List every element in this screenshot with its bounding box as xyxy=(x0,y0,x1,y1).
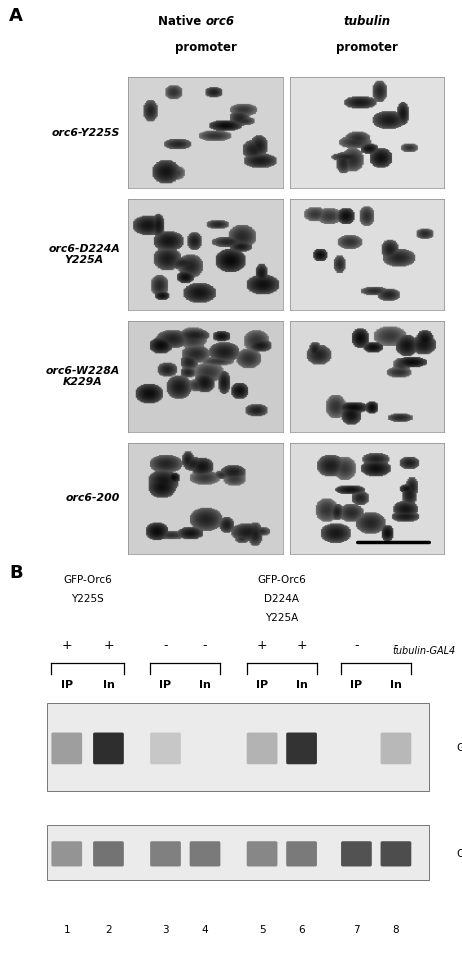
FancyBboxPatch shape xyxy=(381,732,411,764)
FancyBboxPatch shape xyxy=(286,732,317,764)
Text: orc6-200: orc6-200 xyxy=(66,493,120,503)
Text: -: - xyxy=(163,639,168,652)
Text: B: B xyxy=(9,564,23,582)
Text: 6: 6 xyxy=(298,925,305,935)
FancyBboxPatch shape xyxy=(51,732,82,764)
Bar xyxy=(47,825,429,880)
Text: Y225A: Y225A xyxy=(265,613,298,622)
FancyBboxPatch shape xyxy=(286,841,317,866)
FancyBboxPatch shape xyxy=(189,841,220,866)
Text: tubulin-GAL4: tubulin-GAL4 xyxy=(392,646,455,656)
Text: orc6-D224A
Y225A: orc6-D224A Y225A xyxy=(49,244,120,266)
Text: promoter: promoter xyxy=(175,41,237,54)
Text: A: A xyxy=(9,7,23,25)
Text: 8: 8 xyxy=(393,925,399,935)
Text: promoter: promoter xyxy=(336,41,398,54)
FancyBboxPatch shape xyxy=(150,732,181,764)
Text: In: In xyxy=(199,681,211,690)
Text: 7: 7 xyxy=(353,925,360,935)
Text: +: + xyxy=(296,639,307,652)
Text: IP: IP xyxy=(256,681,268,690)
Text: +: + xyxy=(61,639,72,652)
Text: D224A: D224A xyxy=(264,594,299,603)
FancyBboxPatch shape xyxy=(93,841,124,866)
Text: GFP-Orc6: GFP-Orc6 xyxy=(456,744,462,753)
Text: Native: Native xyxy=(158,14,206,28)
Text: 3: 3 xyxy=(162,925,169,935)
FancyBboxPatch shape xyxy=(247,841,277,866)
Text: orc6: orc6 xyxy=(206,14,235,28)
Text: Y225S: Y225S xyxy=(71,594,104,603)
Bar xyxy=(47,703,429,791)
Text: +: + xyxy=(103,639,114,652)
Text: Orc5: Orc5 xyxy=(456,849,462,858)
Text: 1: 1 xyxy=(63,925,70,935)
Text: In: In xyxy=(103,681,115,690)
Text: -: - xyxy=(203,639,207,652)
Text: 5: 5 xyxy=(259,925,265,935)
Text: -: - xyxy=(354,639,359,652)
Text: 2: 2 xyxy=(105,925,112,935)
Text: -: - xyxy=(394,639,398,652)
FancyBboxPatch shape xyxy=(150,841,181,866)
Text: IP: IP xyxy=(61,681,73,690)
Text: tubulin: tubulin xyxy=(344,14,391,28)
FancyBboxPatch shape xyxy=(247,732,277,764)
FancyBboxPatch shape xyxy=(341,841,372,866)
FancyBboxPatch shape xyxy=(93,732,124,764)
Text: orc6-W228A
K229A: orc6-W228A K229A xyxy=(46,365,120,387)
Text: In: In xyxy=(296,681,308,690)
Text: IP: IP xyxy=(159,681,171,690)
FancyBboxPatch shape xyxy=(381,841,411,866)
Text: orc6-Y225S: orc6-Y225S xyxy=(52,128,120,138)
Text: GFP-Orc6: GFP-Orc6 xyxy=(63,575,112,584)
Text: +: + xyxy=(257,639,267,652)
Text: 4: 4 xyxy=(202,925,208,935)
Text: GFP-Orc6: GFP-Orc6 xyxy=(257,575,306,584)
Text: In: In xyxy=(390,681,402,690)
FancyBboxPatch shape xyxy=(51,841,82,866)
Text: IP: IP xyxy=(350,681,363,690)
